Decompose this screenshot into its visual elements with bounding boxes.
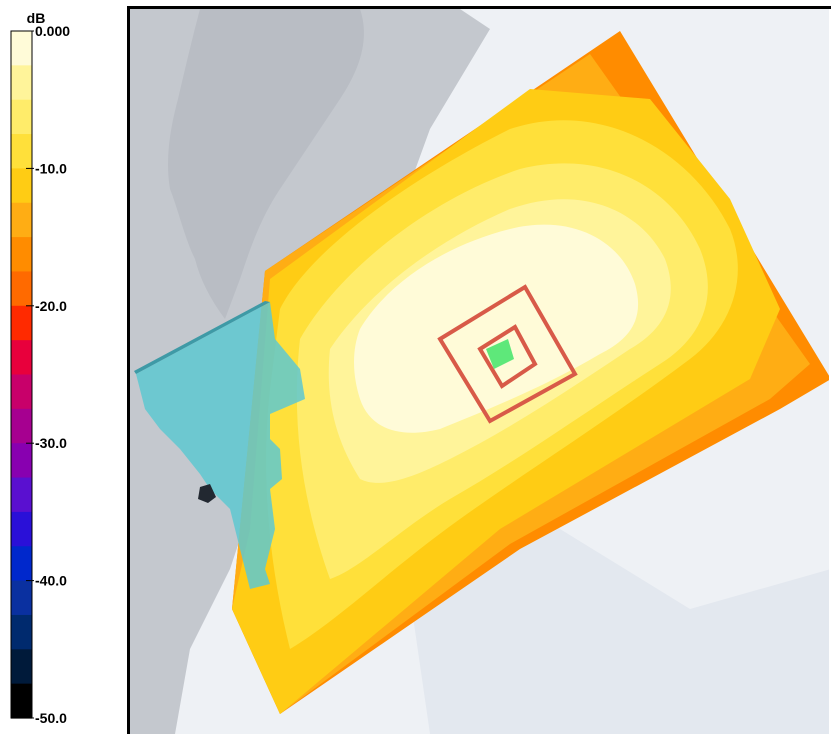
colorbar-band-1 [11, 65, 32, 101]
colorbar-band-13 [11, 477, 32, 513]
colorbar-tick-label-2: -20.0 [35, 298, 67, 314]
colorbar-tick-label-4: -40.0 [35, 573, 67, 589]
colorbar-band-6 [11, 237, 32, 273]
colorbar-band-15 [11, 546, 32, 582]
colorbar-band-0 [11, 31, 32, 66]
colorbar-band-17 [11, 614, 32, 650]
colorbar-band-5 [11, 202, 32, 238]
colorbar-band-9 [11, 340, 32, 376]
outer-ring [437, 284, 578, 424]
colorbar-band-14 [11, 511, 32, 547]
colorbar-tick-label-5: -50.0 [35, 710, 67, 726]
colorbar-unit-label: dB [27, 10, 46, 26]
colorbar-band-10 [11, 374, 32, 410]
colorbar-frame [10, 30, 33, 719]
colorbar-band-11 [11, 408, 32, 444]
source-marker [486, 339, 514, 369]
colorbar-band-3 [11, 134, 32, 169]
dark-feature [198, 484, 216, 503]
terrain-inner [167, 9, 364, 319]
colorbar-band-8 [11, 305, 32, 341]
colorbar-band-2 [11, 99, 32, 135]
colorbar-tick-label-3: -30.0 [35, 435, 67, 451]
colorbar-legend: dB 0.000 -10.0 -20.0 -30.0 -40.0 -50.0 [10, 10, 70, 726]
colorbar-bands [11, 31, 32, 719]
inner-ring [477, 324, 538, 389]
colorbar-band-7 [11, 271, 32, 307]
attenuation-map [127, 6, 831, 734]
colorbar-ticks: 0.000 -10.0 -20.0 -30.0 -40.0 -50.0 [26, 23, 70, 726]
colorbar-band-4 [11, 168, 32, 204]
colorbar-band-18 [11, 649, 32, 685]
colorbar-tick-label-0: 0.000 [35, 23, 70, 39]
clutter-overlay [136, 302, 305, 589]
source-rings [437, 284, 578, 424]
clutter-overlay-edge [134, 301, 270, 374]
colorbar-tick-label-1: -10.0 [35, 160, 67, 176]
colorbar-band-19 [11, 683, 32, 719]
colorbar-band-16 [11, 580, 32, 616]
contour-band-0-2 [354, 224, 639, 433]
colorbar-band-12 [11, 443, 32, 479]
